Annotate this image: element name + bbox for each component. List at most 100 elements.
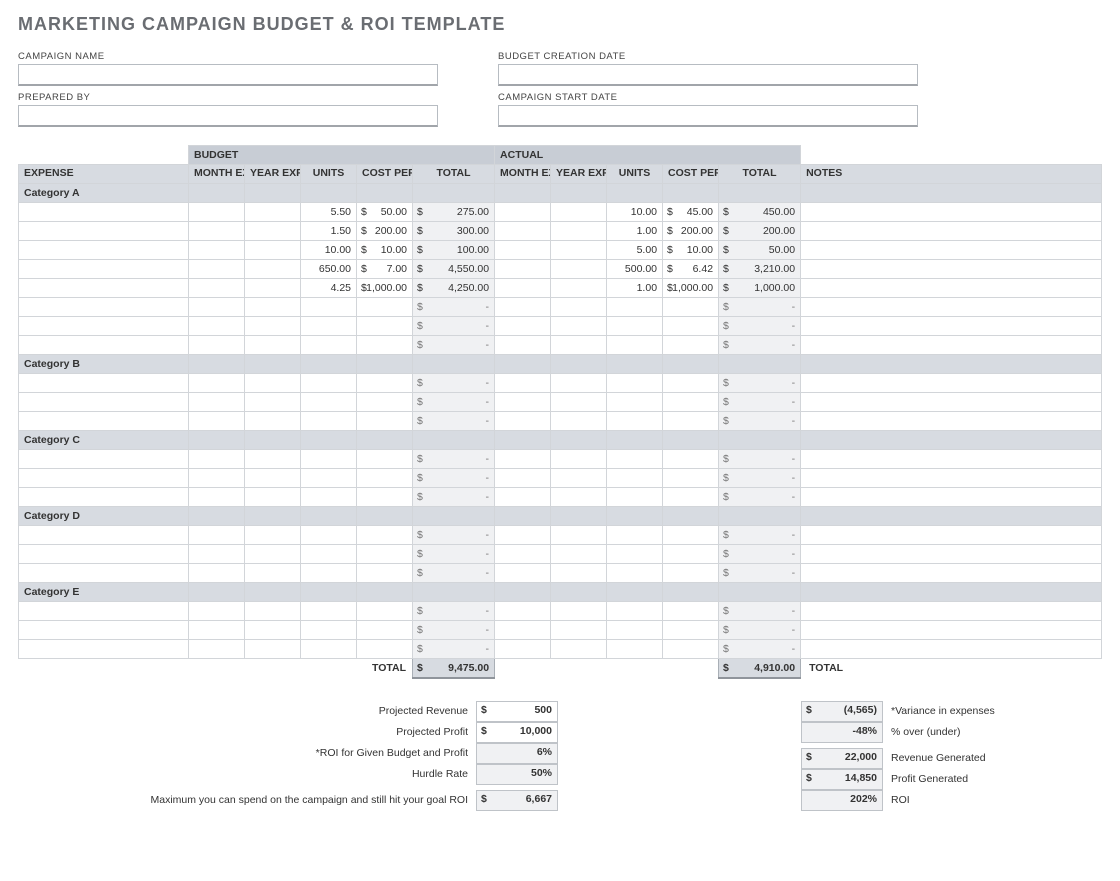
money-cell[interactable]: $10.00 <box>357 240 413 259</box>
data-cell[interactable] <box>19 563 189 582</box>
data-cell[interactable] <box>607 487 663 506</box>
data-cell[interactable] <box>301 525 357 544</box>
data-cell[interactable] <box>245 373 301 392</box>
data-cell[interactable] <box>801 411 1102 430</box>
money-cell[interactable]: $- <box>413 563 495 582</box>
data-cell[interactable] <box>551 373 607 392</box>
summary-value[interactable]: 6% <box>476 743 558 764</box>
data-cell[interactable] <box>189 373 245 392</box>
data-cell[interactable] <box>801 525 1102 544</box>
money-cell[interactable]: $- <box>413 411 495 430</box>
data-cell[interactable] <box>495 639 551 658</box>
money-cell[interactable]: $- <box>719 392 801 411</box>
money-cell[interactable]: $6.42 <box>663 259 719 278</box>
data-cell[interactable] <box>357 601 413 620</box>
money-cell[interactable]: $- <box>719 620 801 639</box>
data-cell[interactable] <box>663 316 719 335</box>
summary-value[interactable]: $22,000 <box>801 748 883 769</box>
data-cell[interactable] <box>245 202 301 221</box>
data-cell[interactable] <box>189 601 245 620</box>
data-cell[interactable] <box>663 449 719 468</box>
data-cell[interactable] <box>245 240 301 259</box>
data-cell[interactable] <box>357 392 413 411</box>
data-cell[interactable] <box>801 202 1102 221</box>
data-cell[interactable] <box>189 563 245 582</box>
money-cell[interactable]: $450.00 <box>719 202 801 221</box>
data-cell[interactable] <box>607 316 663 335</box>
money-cell[interactable]: $7.00 <box>357 259 413 278</box>
data-cell[interactable] <box>551 221 607 240</box>
data-cell[interactable] <box>245 278 301 297</box>
data-cell[interactable] <box>495 278 551 297</box>
data-cell[interactable] <box>245 639 301 658</box>
data-cell[interactable] <box>551 468 607 487</box>
data-cell[interactable] <box>495 544 551 563</box>
data-cell[interactable] <box>301 468 357 487</box>
money-cell[interactable]: $- <box>413 601 495 620</box>
money-cell[interactable]: $- <box>413 620 495 639</box>
data-cell[interactable] <box>19 259 189 278</box>
data-cell[interactable] <box>245 221 301 240</box>
data-cell[interactable] <box>663 297 719 316</box>
data-cell[interactable] <box>301 449 357 468</box>
money-cell[interactable]: $- <box>413 392 495 411</box>
data-cell[interactable] <box>189 316 245 335</box>
money-cell[interactable]: $- <box>413 297 495 316</box>
money-cell[interactable]: $- <box>413 544 495 563</box>
summary-value[interactable]: 202% <box>801 790 883 811</box>
data-cell[interactable] <box>357 639 413 658</box>
data-cell[interactable] <box>19 392 189 411</box>
data-cell[interactable] <box>19 449 189 468</box>
data-cell[interactable] <box>495 240 551 259</box>
data-cell[interactable] <box>801 240 1102 259</box>
money-cell[interactable]: $- <box>719 468 801 487</box>
data-cell[interactable] <box>301 639 357 658</box>
data-cell[interactable] <box>19 620 189 639</box>
data-cell[interactable] <box>19 278 189 297</box>
money-cell[interactable]: $- <box>719 544 801 563</box>
data-cell[interactable] <box>551 335 607 354</box>
data-cell[interactable] <box>189 202 245 221</box>
data-cell[interactable] <box>551 487 607 506</box>
summary-value[interactable]: $14,850 <box>801 769 883 790</box>
data-cell[interactable] <box>607 468 663 487</box>
money-cell[interactable]: $9,475.00 <box>413 658 495 678</box>
data-cell[interactable] <box>189 525 245 544</box>
data-cell[interactable] <box>19 411 189 430</box>
data-cell[interactable] <box>189 487 245 506</box>
money-cell[interactable]: $- <box>413 373 495 392</box>
data-cell[interactable]: 10.00 <box>607 202 663 221</box>
data-cell[interactable] <box>801 373 1102 392</box>
data-cell[interactable] <box>495 525 551 544</box>
data-cell[interactable] <box>663 373 719 392</box>
data-cell[interactable] <box>607 601 663 620</box>
data-cell[interactable] <box>357 563 413 582</box>
data-cell[interactable] <box>301 601 357 620</box>
data-cell[interactable] <box>551 620 607 639</box>
data-cell[interactable] <box>607 392 663 411</box>
data-cell[interactable] <box>245 525 301 544</box>
data-cell[interactable] <box>19 373 189 392</box>
data-cell[interactable] <box>495 316 551 335</box>
data-cell[interactable]: 1.00 <box>607 278 663 297</box>
money-cell[interactable]: $200.00 <box>357 221 413 240</box>
money-cell[interactable]: $100.00 <box>413 240 495 259</box>
data-cell[interactable] <box>245 316 301 335</box>
data-cell[interactable] <box>607 639 663 658</box>
data-cell[interactable] <box>495 601 551 620</box>
data-cell[interactable] <box>245 335 301 354</box>
data-cell[interactable] <box>663 601 719 620</box>
money-cell[interactable]: $- <box>413 487 495 506</box>
money-cell[interactable]: $3,210.00 <box>719 259 801 278</box>
data-cell[interactable] <box>607 297 663 316</box>
money-cell[interactable]: $- <box>719 487 801 506</box>
summary-value[interactable]: -48% <box>801 722 883 743</box>
data-cell[interactable] <box>495 297 551 316</box>
data-cell[interactable] <box>301 392 357 411</box>
data-cell[interactable] <box>357 487 413 506</box>
money-cell[interactable]: $4,910.00 <box>719 658 801 678</box>
data-cell[interactable] <box>19 297 189 316</box>
money-cell[interactable]: $45.00 <box>663 202 719 221</box>
data-cell[interactable] <box>189 639 245 658</box>
summary-value[interactable]: $500 <box>476 701 558 722</box>
